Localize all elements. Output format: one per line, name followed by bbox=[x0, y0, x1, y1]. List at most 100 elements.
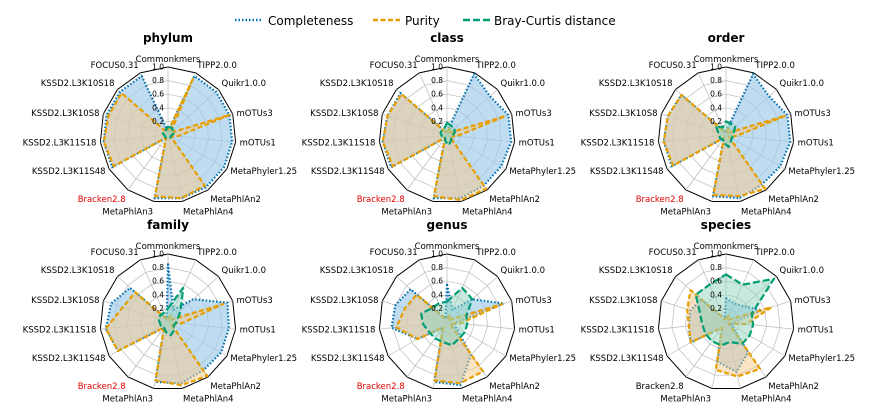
axis-label-motus1: mOTUs1 bbox=[798, 326, 834, 336]
axis-label-metaphlan2: MetaPhlAn2 bbox=[768, 195, 819, 205]
axis-label-kssd2-l3k10s18: KSSD2.L3K10S18 bbox=[41, 266, 115, 276]
axis-label-metaphyler1-25: MetaPhyler1.25 bbox=[230, 354, 297, 364]
radial-tick-label: 0.6 bbox=[710, 277, 722, 286]
axis-label-metaphlan3: MetaPhlAn3 bbox=[102, 394, 153, 404]
radial-tick-label: 0.4 bbox=[431, 103, 443, 112]
grid-ring bbox=[378, 253, 516, 389]
series-fill-bray-curtis-distance bbox=[695, 274, 774, 346]
axis-label-metaphyler1-25: MetaPhyler1.25 bbox=[509, 167, 576, 177]
axis-label-metaphlan4: MetaPhlAn4 bbox=[183, 394, 234, 404]
series-fill-bray-curtis-distance bbox=[158, 287, 184, 336]
axis-label-metaphlan4: MetaPhlAn4 bbox=[462, 207, 513, 217]
radial-tick-label: 0.2 bbox=[152, 304, 164, 313]
radial-tick-label: 0.6 bbox=[431, 90, 443, 99]
axis-label-bracken2-8: Bracken2.8 bbox=[636, 382, 684, 392]
axis-label-kssd2-l3k11s18: KSSD2.L3K11S18 bbox=[23, 326, 97, 336]
axis-label-kssd2-l3k10s18: KSSD2.L3K10S18 bbox=[599, 79, 673, 89]
radial-tick-label: 0.2 bbox=[431, 304, 443, 313]
spoke bbox=[406, 134, 448, 191]
axis-label-motus3: mOTUs3 bbox=[237, 296, 273, 306]
legend: Completeness Purity Bray-Curtis distance bbox=[235, 14, 616, 28]
grid-ring bbox=[378, 66, 516, 202]
axis-label-kssd2-l3k11s48: KSSD2.L3K11S48 bbox=[32, 167, 106, 177]
axis-label-metaphyler1-25: MetaPhyler1.25 bbox=[788, 167, 855, 177]
axis-label-tipp2-0-0: TIPP2.0.0 bbox=[196, 248, 237, 258]
axis-label-focus0-31: FOCUS0.31 bbox=[649, 61, 697, 71]
axis-label-kssd2-l3k11s48: KSSD2.L3K11S48 bbox=[590, 167, 664, 177]
axis-label-tipp2-0-0: TIPP2.0.0 bbox=[196, 61, 237, 71]
radial-tick-label: 0.2 bbox=[152, 117, 164, 126]
legend-label-completeness: Completeness bbox=[268, 14, 353, 28]
axis-label-kssd2-l3k11s18: KSSD2.L3K11S18 bbox=[581, 139, 655, 149]
axis-label-kssd2-l3k11s18: KSSD2.L3K11S18 bbox=[302, 326, 376, 336]
radial-tick-label: 0.8 bbox=[710, 76, 722, 85]
axis-label-metaphlan4: MetaPhlAn4 bbox=[183, 207, 234, 217]
grid-ring bbox=[99, 66, 237, 202]
axis-label-metaphlan2: MetaPhlAn2 bbox=[489, 195, 540, 205]
radar-panels: 0.20.40.60.81.0CommonkmersTIPP2.0.0Quikr… bbox=[23, 31, 855, 404]
axis-label-kssd2-l3k10s8: KSSD2.L3K10S8 bbox=[589, 109, 657, 119]
radial-tick-label: 0.2 bbox=[710, 117, 722, 126]
axis-label-kssd2-l3k10s18: KSSD2.L3K10S18 bbox=[41, 79, 115, 89]
axis-label-bracken2-8: Bracken2.8 bbox=[357, 382, 405, 392]
axis-label-motus1: mOTUs1 bbox=[240, 139, 276, 149]
axis-label-tipp2-0-0: TIPP2.0.0 bbox=[754, 61, 795, 71]
axis-label-kssd2-l3k11s18: KSSD2.L3K11S18 bbox=[581, 326, 655, 336]
radial-tick-label: 0.4 bbox=[710, 103, 722, 112]
legend-label-bray-curtis: Bray-Curtis distance bbox=[494, 14, 616, 28]
radial-tick-label: 0.4 bbox=[152, 290, 164, 299]
axis-label-bracken2-8: Bracken2.8 bbox=[636, 195, 684, 205]
axis-label-motus1: mOTUs1 bbox=[798, 139, 834, 149]
axis-label-metaphlan2: MetaPhlAn2 bbox=[210, 195, 261, 205]
radial-tick-label: 1.0 bbox=[431, 63, 443, 72]
series-line-bray-curtis-distance bbox=[439, 121, 456, 147]
panel-title: phylum bbox=[143, 31, 193, 45]
axis-label-quikr1-0-0: Quikr1.0.0 bbox=[780, 266, 824, 276]
radial-tick-label: 0.8 bbox=[152, 76, 164, 85]
series-line-completeness bbox=[102, 74, 234, 200]
radial-tick-label: 0.8 bbox=[431, 76, 443, 85]
axis-label-metaphyler1-25: MetaPhyler1.25 bbox=[509, 354, 576, 364]
axis-label-metaphlan4: MetaPhlAn4 bbox=[462, 394, 513, 404]
radial-tick-label: 0.4 bbox=[431, 290, 443, 299]
series-line-purity bbox=[381, 92, 507, 202]
axis-label-kssd2-l3k11s48: KSSD2.L3K11S48 bbox=[590, 354, 664, 364]
radial-tick-label: 1.0 bbox=[152, 250, 164, 259]
axis-label-kssd2-l3k10s18: KSSD2.L3K10S18 bbox=[320, 266, 394, 276]
axis-label-kssd2-l3k11s48: KSSD2.L3K11S48 bbox=[32, 354, 106, 364]
axis-label-motus3: mOTUs3 bbox=[516, 109, 552, 119]
radial-tick-label: 1.0 bbox=[710, 63, 722, 72]
axis-label-kssd2-l3k10s18: KSSD2.L3K10S18 bbox=[320, 79, 394, 89]
radial-tick-label: 1.0 bbox=[431, 250, 443, 259]
spoke bbox=[127, 321, 169, 378]
grid-ring bbox=[671, 267, 781, 376]
axis-label-quikr1-0-0: Quikr1.0.0 bbox=[501, 79, 545, 89]
series-line-completeness bbox=[390, 283, 505, 387]
axis-label-commonkmers: Commonkmers bbox=[694, 55, 759, 65]
axis-label-tipp2-0-0: TIPP2.0.0 bbox=[475, 248, 516, 258]
spoke bbox=[418, 72, 448, 136]
panel-title: order bbox=[708, 31, 745, 45]
axis-label-focus0-31: FOCUS0.31 bbox=[649, 248, 697, 258]
axis-label-metaphyler1-25: MetaPhyler1.25 bbox=[230, 167, 297, 177]
series-line-purity bbox=[395, 293, 504, 385]
axis-label-commonkmers: Commonkmers bbox=[415, 55, 480, 65]
axis-label-kssd2-l3k10s8: KSSD2.L3K10S8 bbox=[31, 109, 99, 119]
grid-ring bbox=[657, 253, 795, 389]
series-fill-purity bbox=[663, 95, 786, 197]
series-line-bray-curtis-distance bbox=[694, 273, 776, 347]
axis-label-focus0-31: FOCUS0.31 bbox=[370, 248, 418, 258]
radial-tick-label: 1.0 bbox=[152, 63, 164, 72]
radial-tick-label: 0.2 bbox=[710, 304, 722, 313]
axis-label-metaphlan2: MetaPhlAn2 bbox=[210, 382, 261, 392]
radial-tick-label: 0.4 bbox=[710, 290, 722, 299]
axis-label-metaphlan4: MetaPhlAn4 bbox=[741, 394, 792, 404]
axis-label-metaphlan3: MetaPhlAn3 bbox=[381, 207, 432, 217]
axis-label-motus3: mOTUs3 bbox=[795, 109, 831, 119]
